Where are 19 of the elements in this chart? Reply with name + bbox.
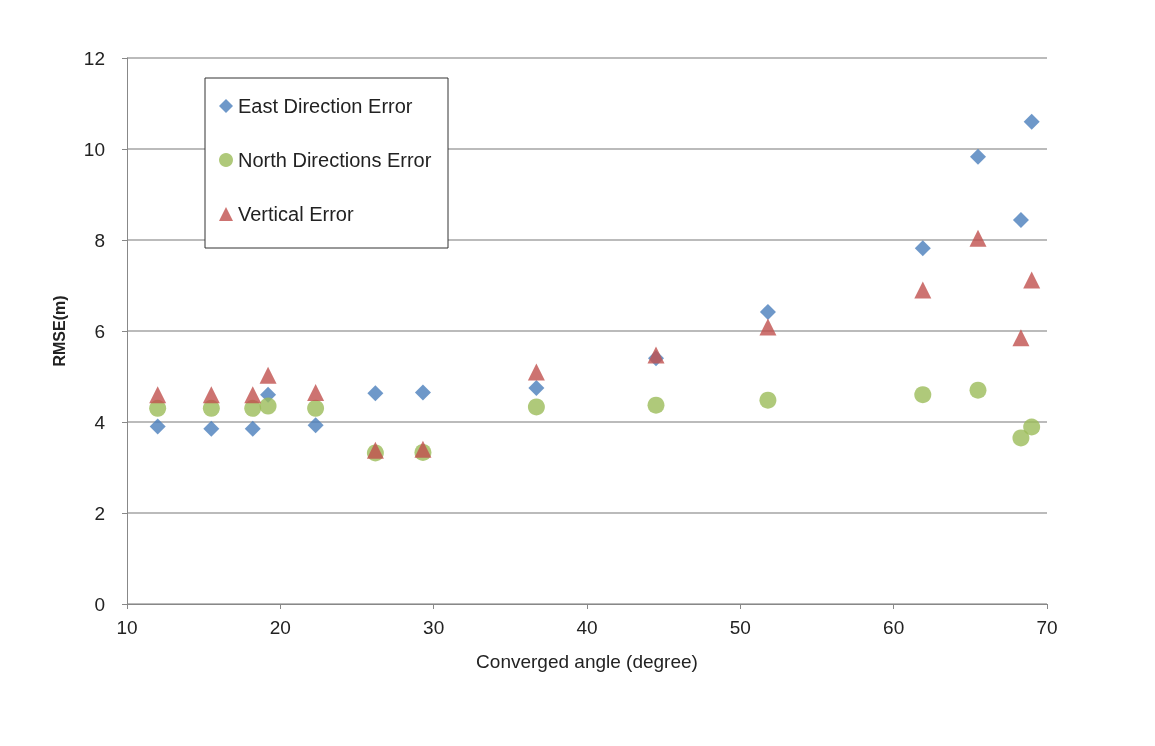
y-tick-label: 12 — [83, 47, 105, 69]
y-tick-label: 8 — [94, 229, 105, 251]
legend-label: Vertical Error — [238, 203, 354, 225]
legend-label: East Direction Error — [238, 95, 413, 117]
x-tick-label: 20 — [269, 617, 291, 638]
x-tick-label: 50 — [729, 617, 751, 638]
y-tick-label: 0 — [94, 593, 105, 615]
legend-label: North Directions Error — [238, 149, 432, 171]
y-axis-title: RMSE(m) — [50, 295, 68, 367]
y-tick-label: 2 — [94, 502, 105, 524]
y-tick-label: 4 — [94, 411, 106, 433]
x-tick-label: 30 — [423, 617, 445, 638]
x-axis-title: Converged angle (degree) — [476, 651, 698, 672]
y-tick-label: 6 — [94, 320, 105, 342]
y-tick-label: 10 — [83, 138, 105, 160]
x-tick-label: 40 — [576, 617, 598, 638]
x-tick-label: 70 — [1036, 617, 1058, 638]
x-tick-label: 10 — [116, 617, 138, 638]
x-tick-label: 60 — [883, 617, 905, 638]
